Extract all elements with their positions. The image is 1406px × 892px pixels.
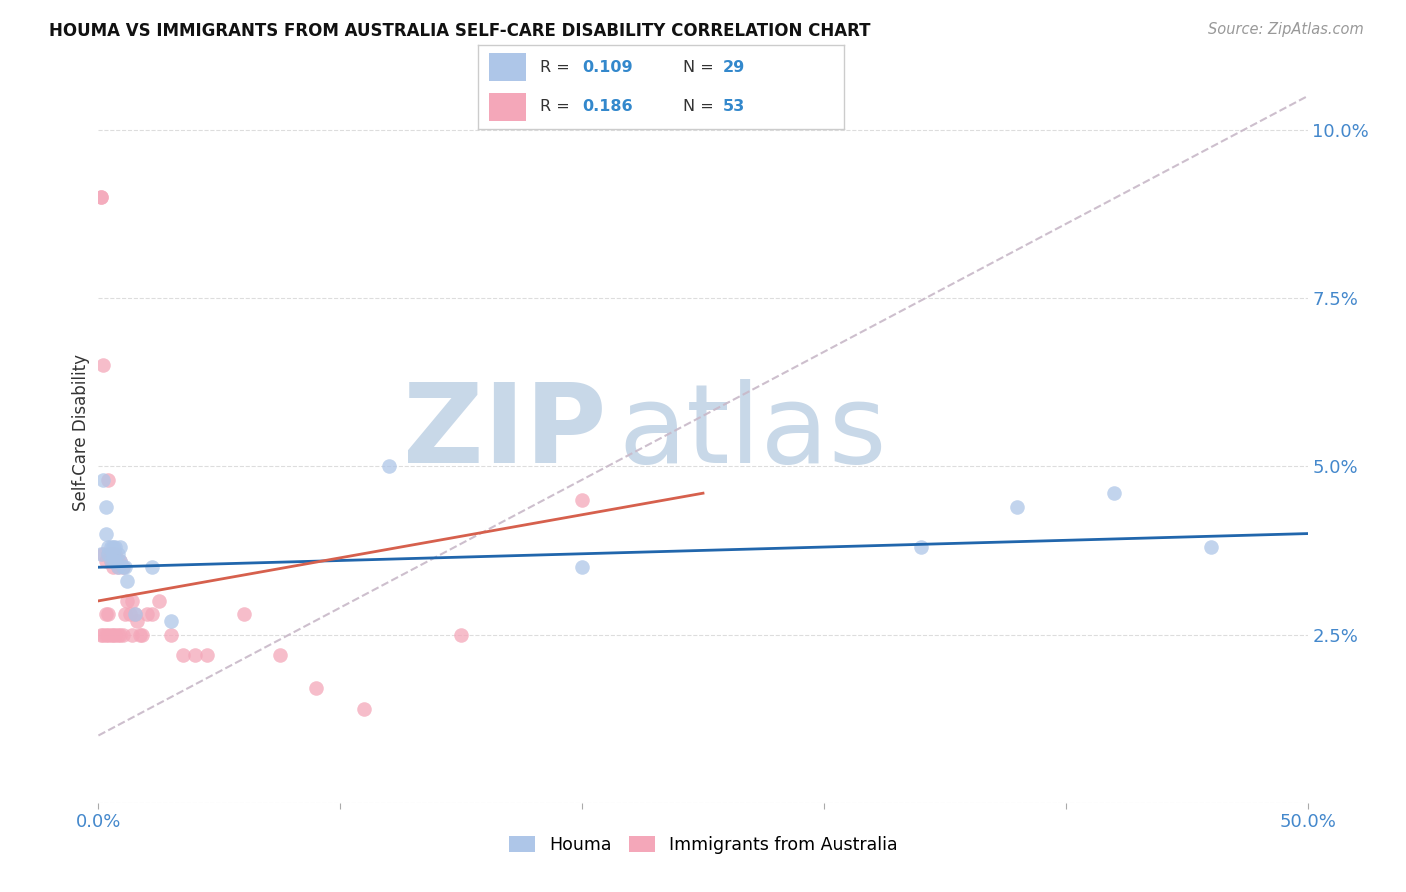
Point (450, 627, 472, 641)
Point (1007, 500, 1029, 514)
Point (124, 607, 146, 622)
Text: ZIP: ZIP (404, 379, 606, 486)
Point (118, 607, 141, 622)
Point (94, 526, 117, 541)
Y-axis label: Self-Care Disability: Self-Care Disability (72, 354, 90, 511)
Point (305, 681, 328, 696)
Point (141, 607, 163, 622)
Point (353, 701, 375, 715)
FancyBboxPatch shape (489, 93, 526, 120)
Point (1199, 540, 1222, 554)
Point (127, 614, 149, 628)
Point (108, 553, 131, 567)
Text: HOUMA VS IMMIGRANTS FROM AUSTRALIA SELF-CARE DISABILITY CORRELATION CHART: HOUMA VS IMMIGRANTS FROM AUSTRALIA SELF-… (49, 22, 870, 40)
Text: R =: R = (540, 99, 575, 114)
Point (108, 553, 131, 567)
Point (172, 648, 194, 662)
Point (97, 473, 120, 487)
Point (910, 540, 932, 554)
Point (114, 560, 136, 574)
Point (571, 560, 593, 574)
Point (104, 547, 127, 561)
Point (108, 540, 131, 554)
Text: 0.186: 0.186 (582, 99, 633, 114)
Point (117, 574, 139, 588)
Point (94, 607, 117, 622)
Point (101, 547, 124, 561)
Point (101, 553, 124, 567)
Point (97, 540, 120, 554)
Point (124, 607, 146, 622)
Point (91, 547, 114, 561)
Point (100, 553, 122, 567)
Point (100, 540, 122, 554)
Point (128, 627, 150, 641)
Point (1102, 486, 1125, 500)
Point (104, 627, 127, 641)
Point (107, 547, 129, 561)
Point (141, 560, 163, 574)
Point (94, 500, 117, 514)
Point (107, 560, 129, 574)
Point (269, 648, 291, 662)
Text: Source: ZipAtlas.com: Source: ZipAtlas.com (1208, 22, 1364, 37)
Point (377, 459, 399, 474)
Point (90, 190, 112, 204)
Point (107, 627, 129, 641)
Point (90, 627, 112, 641)
Point (195, 648, 218, 662)
Text: atlas: atlas (619, 379, 887, 486)
Point (90, 547, 112, 561)
Point (104, 553, 127, 567)
Point (135, 607, 157, 622)
Point (160, 627, 183, 641)
Point (111, 560, 134, 574)
Text: N =: N = (683, 60, 718, 75)
Point (97, 547, 120, 561)
Point (184, 648, 207, 662)
Text: R =: R = (540, 60, 575, 75)
Point (101, 553, 124, 567)
Point (90, 190, 112, 204)
Text: 29: 29 (723, 60, 745, 75)
Point (97, 627, 120, 641)
Point (101, 547, 124, 561)
Point (104, 540, 127, 554)
Point (107, 560, 129, 574)
Point (100, 627, 122, 641)
Point (97, 547, 120, 561)
Point (100, 553, 122, 567)
Point (232, 607, 254, 622)
Point (148, 594, 170, 608)
Point (114, 607, 136, 622)
Point (121, 627, 143, 641)
Text: 0.109: 0.109 (582, 60, 633, 75)
Point (100, 547, 122, 561)
Point (571, 492, 593, 507)
Text: N =: N = (683, 99, 718, 114)
Point (94, 627, 117, 641)
Point (94, 553, 117, 567)
Legend: Houma, Immigrants from Australia: Houma, Immigrants from Australia (502, 829, 904, 861)
Point (91, 473, 114, 487)
Point (104, 553, 127, 567)
Point (117, 594, 139, 608)
Point (131, 627, 153, 641)
Text: 53: 53 (723, 99, 745, 114)
Point (101, 627, 124, 641)
Point (107, 553, 129, 567)
Point (91, 359, 114, 373)
Point (97, 607, 120, 622)
Point (101, 560, 124, 574)
Point (101, 540, 124, 554)
Point (108, 627, 131, 641)
Point (111, 627, 134, 641)
Point (160, 614, 183, 628)
FancyBboxPatch shape (489, 54, 526, 81)
Point (101, 547, 124, 561)
Point (121, 594, 143, 608)
Point (91, 627, 114, 641)
Point (111, 560, 134, 574)
